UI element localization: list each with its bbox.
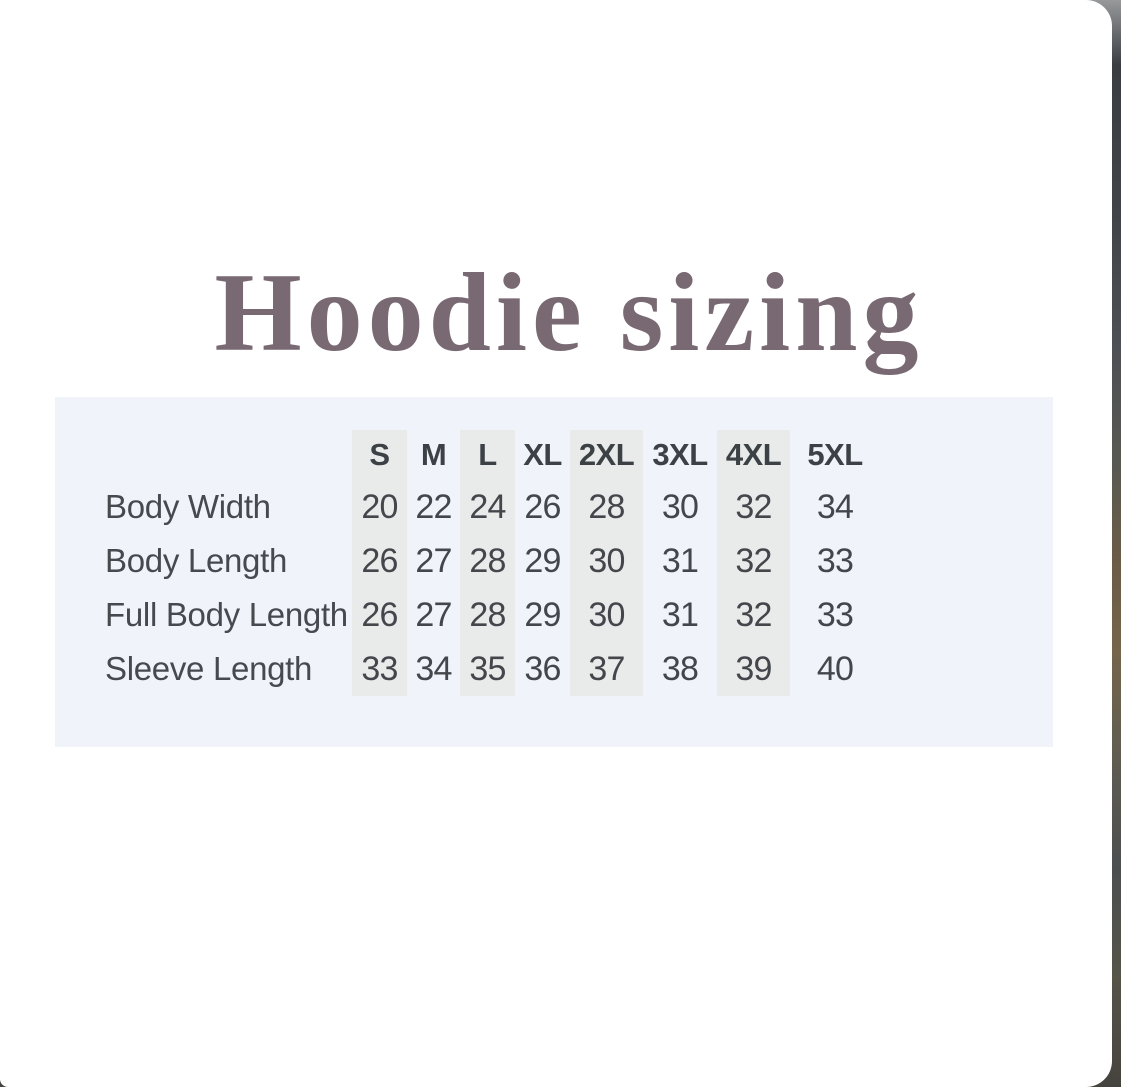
table-header-row: S M L XL 2XL 3XL 4XL 5XL — [105, 430, 880, 480]
cell-value: 26 — [352, 588, 407, 642]
sizing-table-panel: S M L XL 2XL 3XL 4XL 5XL Body Width 20 2… — [55, 397, 1053, 747]
row-label: Body Width — [105, 488, 271, 525]
cell-value: 40 — [816, 649, 854, 688]
page-title: Hoodie sizing — [214, 251, 924, 375]
column-header-m: M — [420, 437, 447, 472]
column-header-4xl: 4XL — [717, 430, 790, 480]
cell-value: 29 — [524, 541, 561, 580]
cell-value: 33 — [816, 595, 854, 634]
table-row-body-width: Body Width 20 22 24 26 28 30 32 34 — [105, 480, 880, 534]
column-header-xl: XL — [523, 437, 562, 472]
row-label: Full Body Length — [105, 596, 348, 633]
cell-value: 32 — [717, 480, 790, 534]
cell-value: 28 — [460, 534, 515, 588]
cell-value: 20 — [352, 480, 407, 534]
column-header-5xl: 5XL — [807, 437, 863, 472]
cell-value: 28 — [460, 588, 515, 642]
cell-value: 34 — [415, 649, 452, 688]
cell-value: 27 — [415, 595, 452, 634]
cell-value: 32 — [717, 534, 790, 588]
corner-cell — [105, 430, 352, 480]
column-header-3xl: 3XL — [652, 437, 708, 472]
cell-value: 29 — [524, 595, 561, 634]
cell-value: 38 — [661, 649, 699, 688]
table-row-sleeve-length: Sleeve Length 33 34 35 36 37 38 39 40 — [105, 642, 880, 696]
column-header-2xl: 2XL — [570, 430, 643, 480]
row-label: Body Length — [105, 542, 288, 579]
cell-value: 31 — [661, 541, 699, 580]
cell-value: 31 — [661, 595, 699, 634]
cell-value: 22 — [415, 487, 452, 526]
cell-value: 26 — [524, 487, 561, 526]
cell-value: 33 — [816, 541, 854, 580]
table-row-full-body-length: Full Body Length 26 27 28 29 30 31 32 33 — [105, 588, 880, 642]
cell-value: 24 — [460, 480, 515, 534]
cell-value: 33 — [352, 642, 407, 696]
column-header-l: L — [460, 430, 515, 480]
cell-value: 32 — [717, 588, 790, 642]
cell-value: 34 — [816, 487, 854, 526]
cell-value: 26 — [352, 534, 407, 588]
cell-value: 39 — [717, 642, 790, 696]
cell-value: 36 — [524, 649, 561, 688]
cell-value: 35 — [460, 642, 515, 696]
column-header-s: S — [352, 430, 407, 480]
table-row-body-length: Body Length 26 27 28 29 30 31 32 33 — [105, 534, 880, 588]
cell-value: 37 — [570, 642, 643, 696]
cell-value: 27 — [415, 541, 452, 580]
cell-value: 30 — [570, 534, 643, 588]
cell-value: 28 — [570, 480, 643, 534]
cell-value: 30 — [661, 487, 699, 526]
row-label: Sleeve Length — [105, 650, 313, 687]
sizing-table: S M L XL 2XL 3XL 4XL 5XL Body Width 20 2… — [105, 430, 880, 696]
cell-value: 30 — [570, 588, 643, 642]
